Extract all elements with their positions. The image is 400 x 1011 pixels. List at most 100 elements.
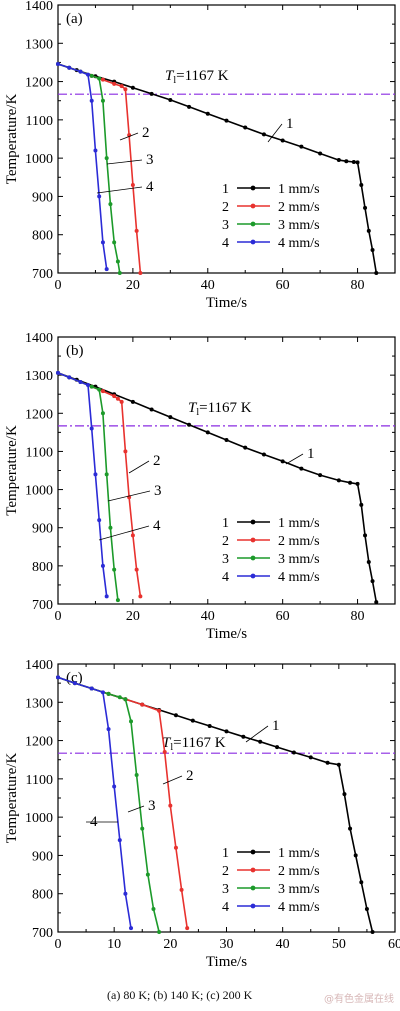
data-point (108, 525, 113, 530)
chart-panel-3: 700 800 900 1000 1100 1200 1300 1400 0 10 20 30 40 50… (4, 658, 400, 970)
data-point (104, 267, 109, 272)
y-tick-label: 800 (32, 560, 53, 575)
data-point (280, 459, 285, 464)
legend-index: 2 (222, 534, 229, 549)
data-point (291, 750, 296, 755)
data-point (348, 480, 353, 485)
data-point (187, 422, 192, 427)
data-point (56, 370, 60, 375)
data-point (100, 240, 105, 245)
data-point (364, 907, 369, 912)
data-point (173, 713, 178, 718)
data-point (359, 502, 364, 507)
liquidus-label-value: =1167 K (173, 735, 226, 751)
data-point (243, 125, 248, 130)
watermark: @有色金属在线 (324, 994, 394, 1005)
y-axis-label: Temperature/K (4, 94, 20, 185)
data-point (89, 426, 94, 431)
data-point (179, 887, 184, 892)
data-point (149, 91, 154, 96)
liquidus-label-value: =1167 K (199, 400, 252, 416)
data-point (370, 248, 375, 253)
data-point (78, 69, 83, 74)
y-tick-label: 900 (32, 190, 53, 205)
curve-label: 4 (90, 814, 98, 830)
y-tick-label: 1100 (26, 445, 53, 460)
data-point (134, 228, 139, 233)
data-point (374, 600, 379, 605)
x-tick-label: 40 (201, 609, 215, 624)
x-tick-label: 40 (276, 937, 290, 952)
curve-label: 2 (153, 453, 161, 469)
data-point (355, 160, 360, 165)
liquidus-label: Tl=1167 K (162, 735, 226, 753)
legend-swatch-marker (250, 573, 256, 579)
data-point (93, 148, 98, 153)
curve-label: 2 (186, 768, 194, 784)
legend: 1 1 mm/s 2 2 mm/s 3 3 mm/s 4 4 mm/s (222, 516, 320, 585)
data-point (100, 563, 105, 568)
legend-entry: 4 mm/s (278, 570, 320, 585)
data-point (85, 72, 90, 77)
legend: 1 1 mm/s 2 2 mm/s 3 3 mm/s 4 4 mm/s (222, 846, 320, 915)
x-tick-label: 80 (351, 609, 365, 624)
data-point (370, 930, 375, 934)
series-4: 4 (56, 370, 161, 599)
legend-index: 1 (222, 846, 229, 861)
curve-label: 3 (146, 152, 154, 168)
data-point (100, 98, 105, 103)
data-point (344, 159, 349, 164)
data-point (138, 271, 143, 275)
chart-panel-1: 700 800 900 1000 1100 1200 1300 1400 0 20 40 60 80 Ti… (4, 0, 396, 311)
series-4: 4 (56, 675, 134, 931)
data-point (78, 380, 83, 385)
data-point (97, 194, 102, 199)
y-tick-label: 700 (32, 926, 53, 941)
curve-label-leader (107, 490, 151, 502)
data-point (168, 97, 173, 102)
data-point (149, 407, 154, 412)
data-point (123, 891, 128, 896)
data-point (123, 87, 128, 92)
data-point (140, 702, 145, 707)
data-point (119, 399, 124, 404)
series-4: 4 (56, 61, 154, 272)
y-tick-label: 800 (32, 229, 53, 244)
x-tick-label: 30 (220, 937, 234, 952)
series-line (57, 372, 142, 597)
data-point (318, 151, 323, 156)
curve-label: 3 (148, 798, 156, 814)
data-point (336, 762, 341, 767)
data-point (112, 240, 117, 245)
curve-label: 4 (153, 518, 161, 534)
data-point (130, 85, 135, 90)
x-tick-label: 40 (201, 278, 215, 293)
data-point (145, 872, 150, 877)
legend-index: 3 (222, 882, 229, 897)
curve-label-leader (98, 525, 150, 541)
legend-entry: 3 mm/s (278, 882, 320, 897)
liquidus-label: Tl=1167 K (165, 68, 229, 86)
series-line (57, 676, 160, 933)
curve-label: 2 (142, 125, 150, 141)
series-line (57, 63, 121, 274)
data-point (134, 773, 139, 778)
series-3: 3 (56, 370, 162, 603)
data-point (89, 686, 94, 691)
data-point (112, 784, 117, 789)
data-point (130, 399, 135, 404)
legend-swatch-marker (250, 903, 256, 909)
x-tick-label: 20 (126, 609, 140, 624)
legend-swatch-marker (250, 203, 256, 209)
data-point (224, 437, 229, 442)
data-point (100, 690, 105, 695)
y-tick-label: 1000 (25, 484, 53, 499)
x-tick-label: 0 (55, 937, 62, 952)
data-point (151, 907, 156, 912)
legend-swatch-marker (250, 239, 256, 245)
data-point (366, 560, 371, 565)
data-point (261, 452, 266, 457)
y-tick-label: 1200 (25, 735, 53, 750)
data-point (275, 745, 280, 750)
legend-index: 1 (222, 182, 229, 197)
